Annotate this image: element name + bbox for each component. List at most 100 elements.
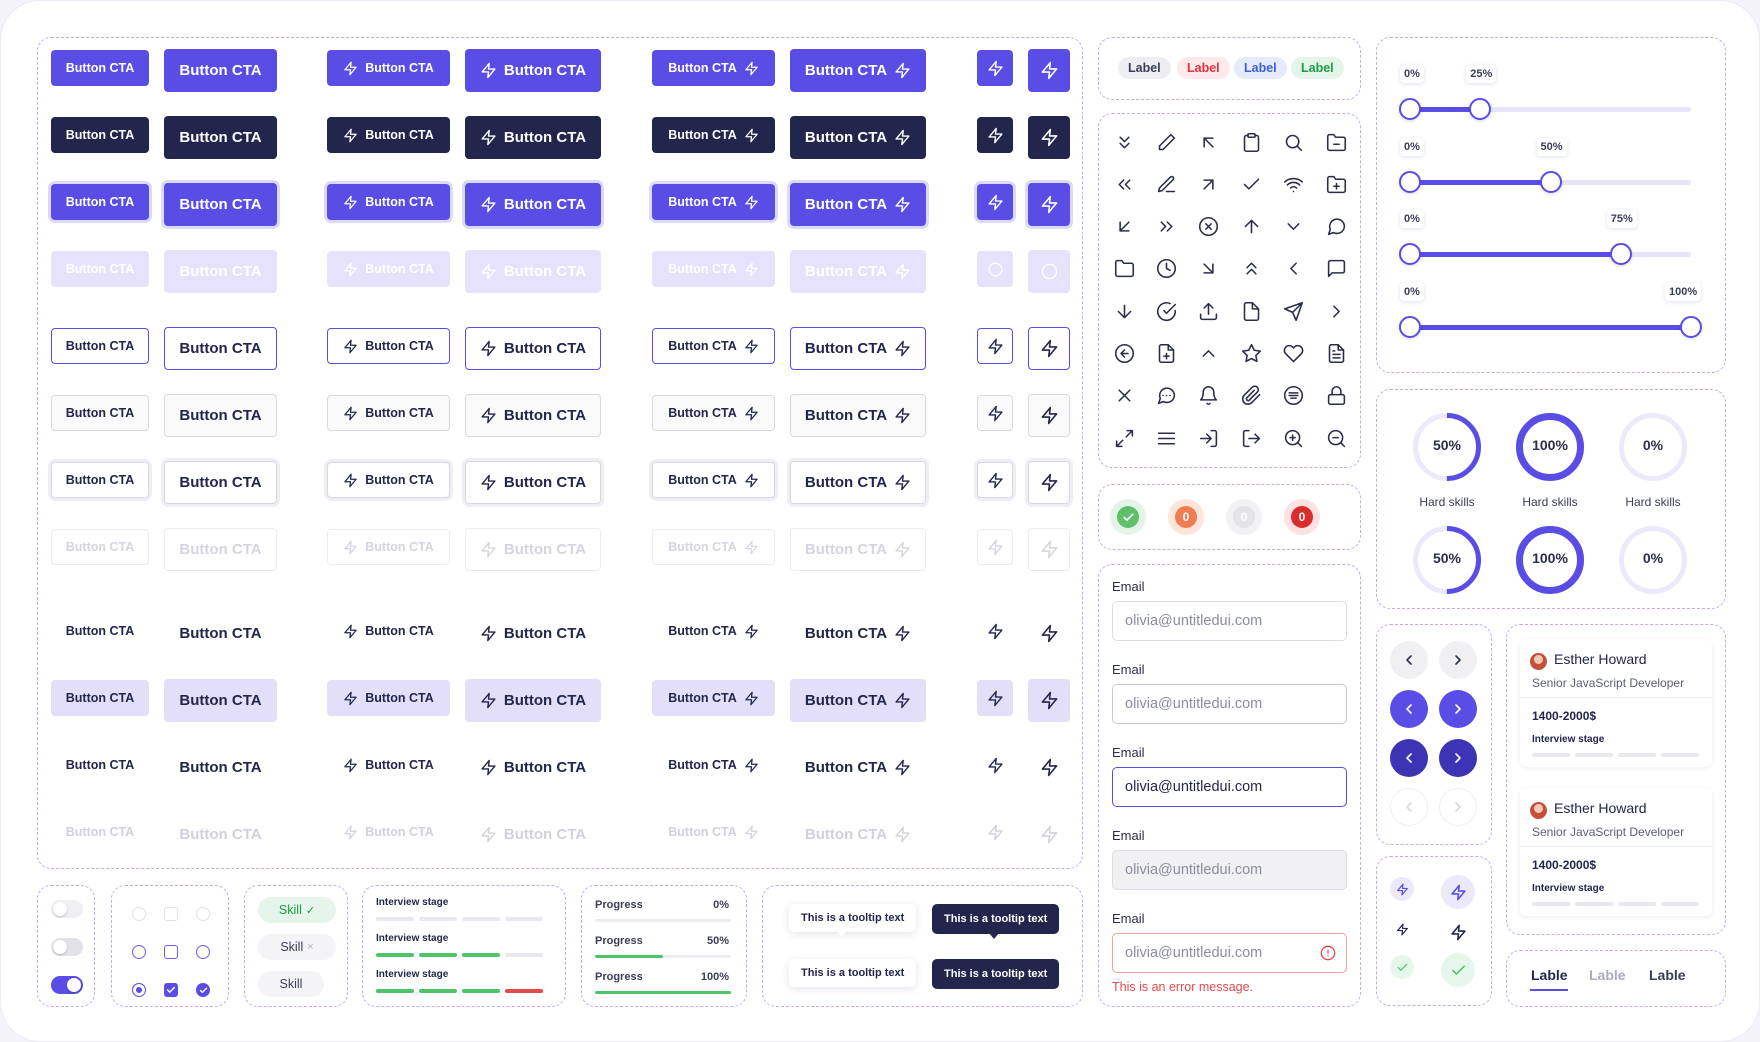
cta-button[interactable]: Button CTA xyxy=(465,183,601,226)
email-field[interactable]: olivia@untitledui.com xyxy=(1112,933,1347,973)
cta-button[interactable]: Button CTA xyxy=(164,461,277,504)
chevrons-left-icon-cell[interactable] xyxy=(1110,170,1138,198)
x-icon-cell[interactable] xyxy=(1110,382,1138,410)
email-field[interactable]: olivia@untitledui.com xyxy=(1112,767,1347,807)
cta-button[interactable] xyxy=(1028,679,1070,722)
menu-icon-cell[interactable] xyxy=(1152,424,1180,452)
check-circle-icon-cell[interactable] xyxy=(1152,297,1180,325)
chevron-up-icon-cell[interactable] xyxy=(1195,340,1223,368)
cta-button[interactable]: Button CTA xyxy=(652,328,775,364)
zoom-in-icon-cell[interactable] xyxy=(1280,424,1308,452)
cta-button[interactable]: Button CTA xyxy=(164,116,277,159)
folder-minus-icon-cell[interactable] xyxy=(1322,128,1350,156)
cta-button[interactable] xyxy=(977,328,1013,364)
send-icon-cell[interactable] xyxy=(1280,297,1308,325)
cta-button[interactable]: Button CTA xyxy=(327,395,450,431)
cta-button[interactable]: Button CTA xyxy=(327,680,450,716)
edit-icon-cell[interactable] xyxy=(1152,170,1180,198)
cta-button[interactable]: Button CTA xyxy=(51,462,149,498)
cta-button[interactable]: Button CTA xyxy=(790,116,926,159)
next-button[interactable] xyxy=(1439,739,1477,777)
wifi-icon-cell[interactable] xyxy=(1280,170,1308,198)
list-circle-icon-cell[interactable] xyxy=(1280,382,1308,410)
clipboard-icon-cell[interactable] xyxy=(1237,128,1265,156)
cta-button[interactable]: Button CTA xyxy=(465,746,601,789)
cta-button[interactable]: Button CTA xyxy=(790,183,926,226)
check-icon-cell[interactable] xyxy=(1237,170,1265,198)
next-button[interactable] xyxy=(1439,690,1477,728)
cta-button[interactable] xyxy=(1028,49,1070,92)
chevron-right-icon-cell[interactable] xyxy=(1322,297,1350,325)
checkbox[interactable] xyxy=(164,945,178,959)
bell-icon-cell[interactable] xyxy=(1195,382,1223,410)
cta-button[interactable] xyxy=(977,117,1013,153)
skill-chip[interactable]: Skill ✓ xyxy=(258,897,336,923)
arrow-down-left-icon-cell[interactable] xyxy=(1110,213,1138,241)
clock-icon-cell[interactable] xyxy=(1152,255,1180,283)
cta-button[interactable]: Button CTA xyxy=(51,680,149,716)
radio-check[interactable] xyxy=(196,907,210,921)
arrow-down-right-icon-cell[interactable] xyxy=(1195,255,1223,283)
bolt-icon-button[interactable] xyxy=(1441,915,1475,949)
tab-item[interactable]: Lable xyxy=(1589,967,1626,983)
arrow-left-circle-icon-cell[interactable] xyxy=(1110,340,1138,368)
x-circle-icon-cell[interactable] xyxy=(1195,213,1223,241)
cta-button[interactable]: Button CTA xyxy=(164,612,277,655)
tab-item[interactable]: Lable xyxy=(1531,967,1568,983)
cta-button[interactable] xyxy=(977,50,1013,86)
check-icon-button[interactable] xyxy=(1441,953,1475,987)
checkbox[interactable] xyxy=(164,907,178,921)
cta-button[interactable] xyxy=(977,462,1013,498)
cta-button[interactable]: Button CTA xyxy=(790,394,926,437)
cta-button[interactable] xyxy=(1028,116,1070,159)
tab-item[interactable]: Lable xyxy=(1649,967,1686,983)
cta-button[interactable]: Button CTA xyxy=(51,613,149,649)
checkbox[interactable] xyxy=(164,983,178,997)
email-field[interactable]: olivia@untitledui.com xyxy=(1112,601,1347,641)
cta-button[interactable] xyxy=(1028,746,1070,789)
cta-button[interactable] xyxy=(1028,612,1070,655)
cta-button[interactable]: Button CTA xyxy=(164,327,277,370)
lock-icon-cell[interactable] xyxy=(1322,382,1350,410)
zoom-out-icon-cell[interactable] xyxy=(1322,424,1350,452)
cta-button[interactable]: Button CTA xyxy=(164,183,277,226)
message-square-icon-cell[interactable] xyxy=(1322,255,1350,283)
arrow-down-icon-cell[interactable] xyxy=(1110,297,1138,325)
cta-button[interactable]: Button CTA xyxy=(652,613,775,649)
paperclip-icon-cell[interactable] xyxy=(1237,382,1265,410)
cta-button[interactable]: Button CTA xyxy=(465,461,601,504)
cta-button[interactable]: Button CTA xyxy=(327,747,450,783)
cta-button[interactable]: Button CTA xyxy=(327,117,450,153)
upload-icon-cell[interactable] xyxy=(1195,297,1223,325)
slider-knob[interactable] xyxy=(1680,315,1702,338)
cta-button[interactable]: Button CTA xyxy=(51,328,149,364)
file-icon-cell[interactable] xyxy=(1237,297,1265,325)
cta-button[interactable]: Button CTA xyxy=(652,50,775,86)
slider-knob[interactable] xyxy=(1609,243,1632,265)
bolt-icon-button[interactable] xyxy=(1390,877,1414,901)
heart-icon-cell[interactable] xyxy=(1280,340,1308,368)
cta-button[interactable]: Button CTA xyxy=(164,49,277,92)
prev-button[interactable] xyxy=(1390,690,1428,728)
star-icon-cell[interactable] xyxy=(1237,340,1265,368)
prev-button[interactable] xyxy=(1390,641,1428,679)
cta-button[interactable]: Button CTA xyxy=(790,49,926,92)
bolt-icon-button[interactable] xyxy=(1441,875,1475,909)
file-text-icon-cell[interactable] xyxy=(1322,340,1350,368)
candidate-card[interactable]: Esther Howard Senior JavaScript Developer… xyxy=(1520,639,1712,767)
log-out-icon-cell[interactable] xyxy=(1237,424,1265,452)
slider-min-knob[interactable] xyxy=(1399,98,1421,120)
cta-button[interactable]: Button CTA xyxy=(465,612,601,655)
cta-button[interactable]: Button CTA xyxy=(327,184,450,220)
cta-button[interactable] xyxy=(1028,327,1070,370)
chevrons-right-icon-cell[interactable] xyxy=(1152,213,1180,241)
cta-button[interactable] xyxy=(1028,394,1070,437)
radio-check[interactable] xyxy=(196,945,210,959)
cta-button[interactable]: Button CTA xyxy=(327,328,450,364)
cta-button[interactable]: Button CTA xyxy=(164,394,277,437)
message-dots-icon-cell[interactable] xyxy=(1152,382,1180,410)
slider-min-knob[interactable] xyxy=(1399,243,1421,265)
cta-button[interactable]: Button CTA xyxy=(790,327,926,370)
cta-button[interactable]: Button CTA xyxy=(652,184,775,220)
bolt-icon-button[interactable] xyxy=(1390,917,1414,941)
